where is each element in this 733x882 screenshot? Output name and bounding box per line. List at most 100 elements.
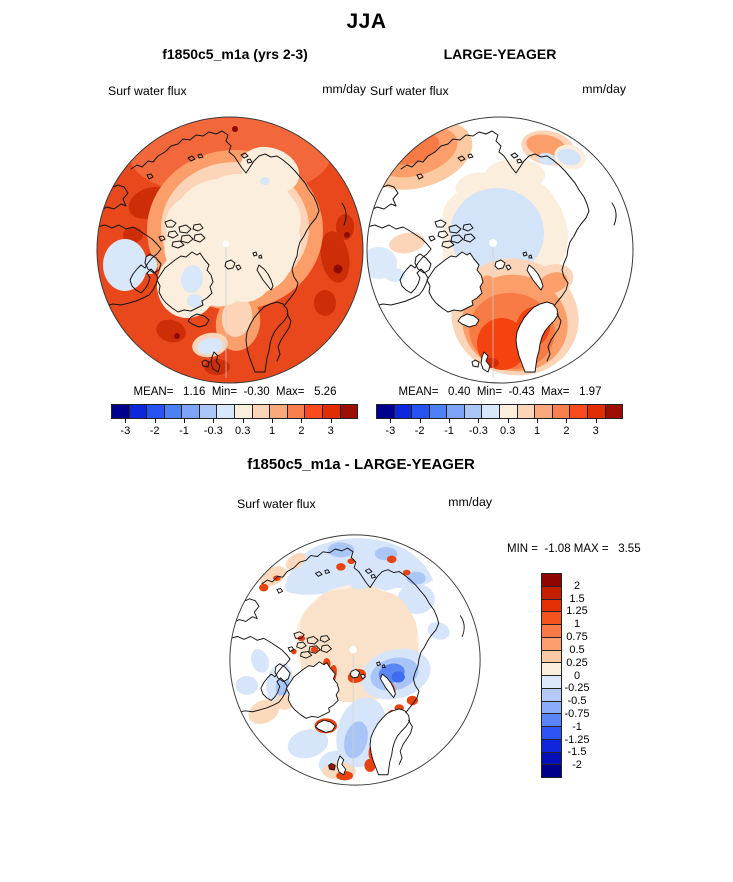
colorbar-tickmark: [419, 419, 421, 423]
colorbar-tick-label: 0.75: [566, 631, 588, 644]
colorbar-cell: [542, 662, 561, 675]
colorbar-cell: [377, 405, 394, 418]
colorbar-tick-label: 0.3: [500, 425, 516, 437]
map-boundary-circle: [229, 534, 481, 786]
colorbar-cell: [163, 405, 182, 418]
colorbar-tick-label: -1: [572, 720, 582, 733]
colorbar-cell: [516, 405, 535, 418]
colorbar-tick-label: -2: [572, 759, 582, 772]
colorbar-labels-diff: 2 1.5 1.25 1 0.75 0.5 0.25 0 -0.25 -0.5 -0.75 -1 -1.…: [562, 573, 592, 778]
colorbar-tickmark: [301, 419, 303, 423]
colorbar-cell: [542, 700, 561, 714]
colorbar-tick-label: 3: [327, 425, 334, 437]
colorbar-tick-label: 2: [563, 425, 570, 437]
pole-dot: [489, 239, 497, 247]
colorbar-tick-label: -3: [120, 425, 131, 437]
obs-fill-layer: [367, 117, 633, 383]
colorbar-cell: [251, 405, 270, 418]
panel-title-diff: f1850c5_m1a - LARGE-YEAGER: [247, 456, 475, 473]
colorbar-tick-label: 1.5: [569, 592, 585, 605]
colorbar-tick-label: -1: [444, 425, 454, 437]
colorbar-tick-label: -1: [179, 425, 189, 437]
colorbar-cell: [112, 405, 129, 418]
colorbar-cell: [542, 675, 561, 688]
colorbar-tick-label: -0.75: [564, 707, 590, 720]
units-label-diff: mm/day: [448, 495, 492, 509]
colorbar-cell: [499, 405, 517, 418]
colorbar-tickmark: [595, 419, 597, 423]
colorbar-tickmark: [449, 419, 450, 423]
colorbar-cell: [216, 405, 235, 418]
colorbar-cell: [304, 405, 322, 418]
model-fill-layer: [97, 117, 363, 383]
colorbar-cell: [428, 405, 447, 418]
colorbar-tick-label: 1: [573, 618, 581, 631]
colorbar-tick-label: -0.3: [468, 425, 488, 437]
colorbar-cell: [411, 405, 429, 418]
colorbar-cell: [542, 726, 561, 739]
colorbar-tick-label: -1.25: [564, 733, 590, 746]
stats-line-obs: MEAN= 0.40 Min= -0.43 Max= 1.97: [398, 386, 602, 398]
colorbar-tick-label: -0.3: [203, 425, 223, 437]
colorbar-cell: [393, 405, 412, 418]
colorbar-cell: [604, 405, 623, 418]
diff-map: [229, 534, 481, 786]
colorbar-tick-label: 1: [533, 425, 541, 437]
colorbar-cell: [534, 405, 552, 418]
colorbar-tickmark: [184, 419, 185, 423]
colorbar-cell: [198, 405, 217, 418]
field-label-obs: Surf water flux: [370, 84, 449, 98]
colorbar-cell: [446, 405, 464, 418]
colorbar-cell: [542, 713, 561, 726]
colorbar-ticks-model: -3 -2 -1 -0.3 0.3 1 2 3: [111, 419, 358, 437]
figure-title: JJA: [346, 10, 387, 33]
colorbar-tick-label: 0.5: [569, 643, 585, 656]
colorbar-tickmark: [330, 419, 332, 423]
colorbar-cell: [551, 405, 570, 418]
minmax-line-diff: MIN = -1.08 MAX = 3.55: [507, 543, 641, 555]
colorbar-tick-label: -0.5: [567, 695, 587, 708]
colorbar-tick-label: 0.3: [235, 425, 251, 437]
colorbar-cell: [542, 687, 561, 701]
obs-map: [366, 116, 634, 384]
colorbar-cell: [542, 649, 561, 663]
colorbar-cell: [542, 636, 561, 650]
colorbar-cell: [181, 405, 199, 418]
colorbar-cell: [542, 574, 561, 586]
colorbar-tick-label: 2: [298, 425, 305, 437]
colorbar-cell: [234, 405, 252, 418]
colorbar-cell: [542, 585, 561, 599]
pole-dot: [349, 645, 357, 654]
colorbar-cell: [569, 405, 587, 418]
colorbar-cell: [542, 598, 561, 612]
colorbar-tickmark: [272, 419, 274, 423]
colorbar-tickmark: [242, 419, 244, 423]
colorbar-tick-label: 0: [573, 669, 581, 682]
colorbar-tickmark: [478, 419, 480, 423]
colorbar-cell: [146, 405, 164, 418]
pole-dot: [222, 240, 230, 248]
field-label-diff: Surf water flux: [237, 497, 316, 511]
colorbar-cell: [321, 405, 340, 418]
colorbar-cell: [481, 405, 500, 418]
colorbar-cell: [586, 405, 605, 418]
colorbar-tick-label: 2: [573, 579, 581, 592]
colorbar-tick-label: -0.25: [564, 682, 590, 695]
colorbar-tick-label: -1.5: [567, 746, 587, 759]
colorbar-cell: [463, 405, 482, 418]
colorbar-obs: [376, 404, 623, 419]
colorbar-tick-label: 1: [268, 425, 276, 437]
colorbar-cell: [542, 611, 561, 624]
colorbar-cell: [542, 624, 561, 637]
colorbar-tickmark: [213, 419, 215, 423]
panel-title-model: f1850c5_m1a (yrs 2-3): [162, 46, 308, 62]
model-map: [96, 116, 364, 384]
colorbar-cell: [286, 405, 305, 418]
map-boundary-circle: [366, 116, 634, 384]
colorbar-cell: [128, 405, 147, 418]
units-label-obs: mm/day: [582, 82, 626, 96]
colorbar-tickmark: [537, 419, 539, 423]
colorbar-tick-label: 0.25: [566, 656, 588, 669]
colorbar-tick-label: -2: [149, 425, 160, 437]
